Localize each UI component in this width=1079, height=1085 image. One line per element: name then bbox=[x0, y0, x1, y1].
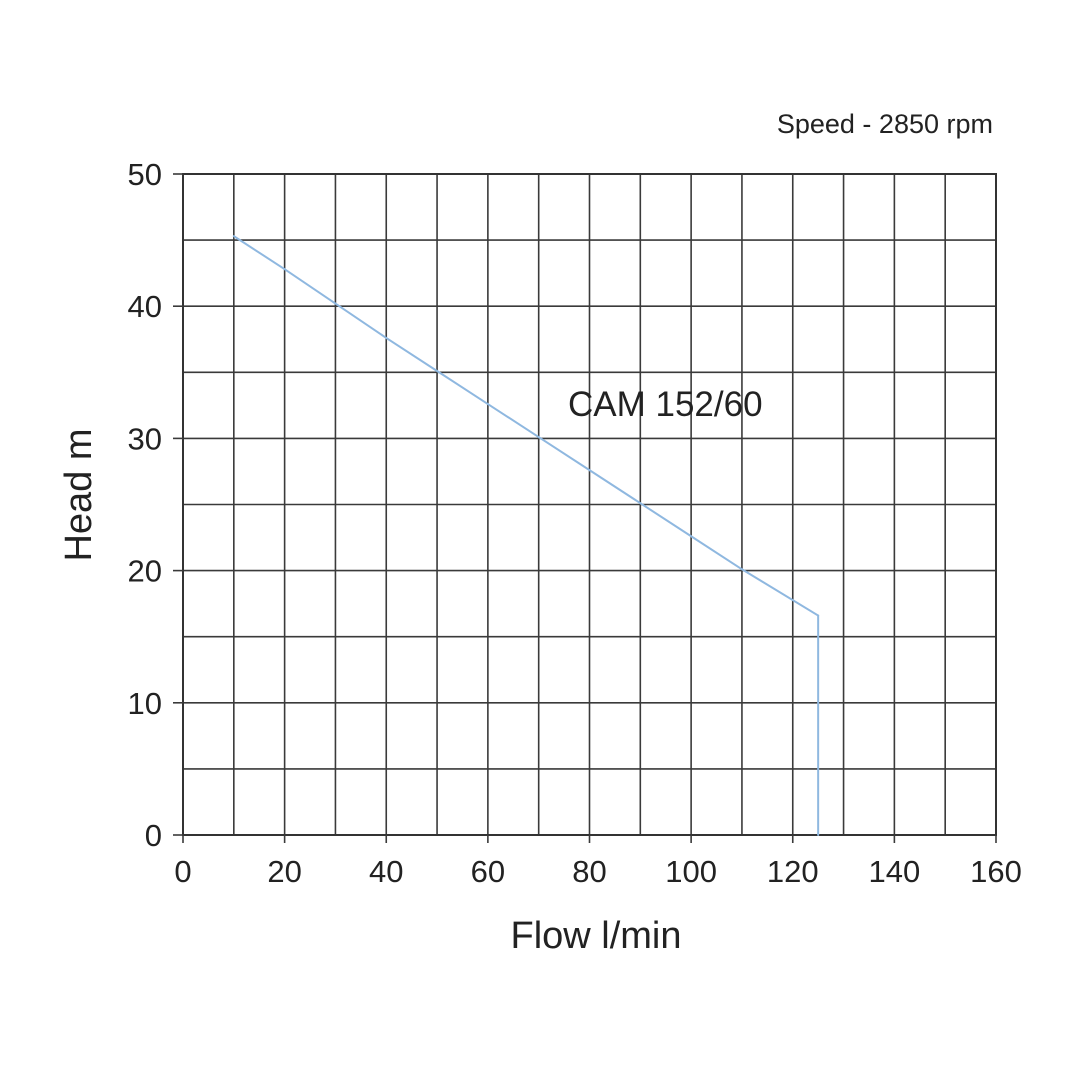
series-point bbox=[436, 369, 439, 372]
x-tick-label: 160 bbox=[970, 854, 1022, 889]
x-tick-label: 40 bbox=[369, 854, 403, 889]
y-tick-label: 20 bbox=[128, 554, 162, 589]
y-tick-label: 40 bbox=[128, 289, 162, 324]
curve-label: CAM 152/60 bbox=[568, 385, 763, 424]
series-point bbox=[334, 302, 337, 305]
series-point bbox=[639, 502, 642, 505]
y-tick-label: 30 bbox=[128, 421, 162, 456]
series-point bbox=[232, 235, 235, 238]
y-tick-label: 50 bbox=[128, 157, 162, 192]
series-line-0 bbox=[233, 235, 820, 835]
x-tick-label: 100 bbox=[665, 854, 717, 889]
series-point bbox=[283, 268, 286, 271]
x-tick-label: 80 bbox=[572, 854, 606, 889]
speed-annotation: Speed - 2850 rpm bbox=[777, 109, 993, 139]
x-axis-title: Flow l/min bbox=[510, 915, 681, 957]
x-tick-label: 0 bbox=[174, 854, 191, 889]
series-layer bbox=[232, 235, 820, 836]
y-tick-label: 10 bbox=[128, 686, 162, 721]
x-tick-label: 60 bbox=[471, 854, 505, 889]
series-point bbox=[690, 535, 693, 538]
grid bbox=[182, 173, 997, 836]
x-tick-label: 120 bbox=[767, 854, 819, 889]
y-axis-title: Head m bbox=[58, 428, 100, 561]
series-point bbox=[817, 834, 820, 836]
series-point bbox=[588, 469, 591, 472]
x-tick-label: 20 bbox=[267, 854, 301, 889]
series-point bbox=[486, 403, 489, 406]
series-point bbox=[817, 614, 820, 617]
y-tick-label: 0 bbox=[145, 818, 162, 853]
series-point bbox=[740, 568, 743, 571]
series-point bbox=[537, 436, 540, 439]
x-tick-label: 140 bbox=[869, 854, 921, 889]
series-point bbox=[385, 336, 388, 339]
y-axis-ticks: 0 10 20 30 40 50 bbox=[128, 157, 183, 853]
x-axis-ticks: 0 20 40 60 80 100 120 140 160 bbox=[174, 835, 1022, 889]
